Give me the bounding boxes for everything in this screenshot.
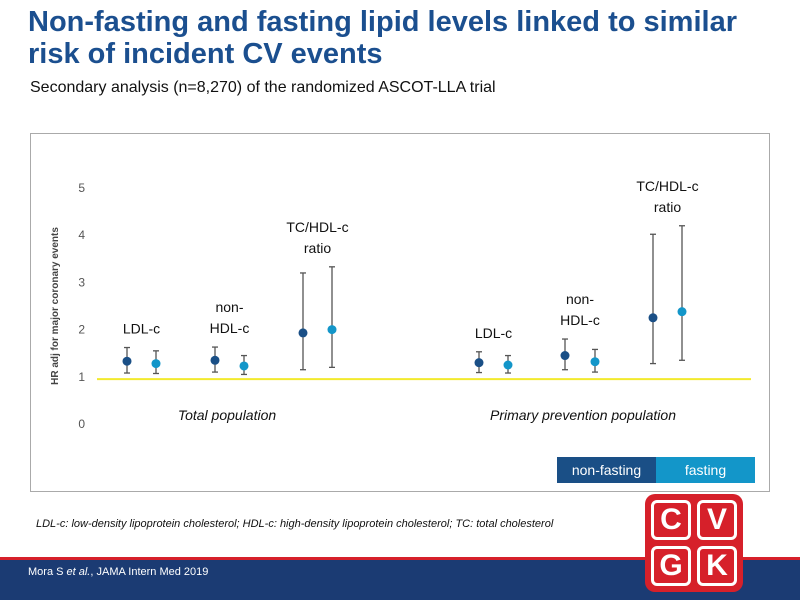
logo-letter-k: K (697, 546, 737, 586)
footnote-term-hdl: HDL-c (242, 518, 274, 530)
footer-red-stripe (0, 557, 800, 561)
biomarker-label-1-2-1: ratio (654, 199, 681, 215)
page-subtitle: Secondary analysis (n=8,270) of the rand… (30, 79, 496, 96)
biomarker-label-0-0-0: LDL-c (123, 321, 160, 337)
y-tick-label-3: 3 (78, 275, 85, 289)
biomarker-label-0-2-0: TC/HDL-c (286, 219, 348, 235)
point-1-1-fasting (590, 357, 600, 367)
legend-item-non-fasting: non-fasting (557, 457, 656, 483)
point-1-2-fasting (677, 307, 687, 317)
citation-etal: et al. (66, 566, 91, 578)
footnote-term-tc: TC (455, 518, 471, 530)
point-0-0-fasting (151, 359, 161, 369)
point-0-1-fasting (239, 361, 249, 371)
forest-plot-chart: 0 1 2 3 4 5 HR adj for major coronary events To… (50, 178, 751, 431)
group-label-0: Total population (178, 407, 277, 423)
chart-panel: 0 1 2 3 4 5 HR adj for major coronary events To… (30, 133, 770, 492)
cvgk-logo: C V G K (645, 494, 743, 592)
y-tick-label-5: 5 (78, 181, 85, 195)
y-tick-label-0: 0 (78, 417, 85, 431)
point-0-2-fasting (327, 325, 337, 335)
abbreviations-footnote: LDL-c: low-density lipoprotein cholester… (36, 518, 553, 530)
y-axis-label: HR adj for major coronary events (50, 227, 61, 385)
logo-letter-c: C (651, 500, 691, 540)
logo-letter-g: G (651, 546, 691, 586)
point-1-1-non_fasting (560, 351, 570, 361)
biomarker-label-1-1-0: non- (566, 291, 594, 307)
legend-item-fasting: fasting (656, 457, 755, 483)
group-label-1: Primary prevention population (490, 407, 676, 423)
y-tick-label-4: 4 (78, 228, 85, 242)
legend: non-fasting fasting (557, 457, 755, 483)
biomarker-label-0-2-1: ratio (304, 240, 331, 256)
y-tick-label-1: 1 (78, 370, 85, 384)
biomarker-label-0-1-1: HDL-c (210, 320, 250, 336)
logo-letter-v: V (697, 500, 737, 540)
biomarker-label-1-1-1: HDL-c (560, 312, 600, 328)
citation-journal: , JAMA Intern Med 2019 (90, 566, 209, 578)
point-1-2-non_fasting (648, 313, 658, 323)
footnote-def-ldl: : low-density lipoprotein cholesterol; (65, 518, 243, 530)
biomarker-label-1-0-0: LDL-c (475, 325, 512, 341)
page-title: Non-fasting and fasting lipid levels lin… (28, 6, 737, 70)
biomarker-label-0-1-0: non- (215, 299, 243, 315)
point-1-0-fasting (503, 360, 513, 370)
point-0-2-non_fasting (298, 328, 308, 338)
citation: Mora S et al., JAMA Intern Med 2019 (28, 566, 208, 578)
footnote-term-ldl: LDL-c (36, 518, 66, 530)
footnote-def-tc: : total cholesterol (470, 518, 554, 530)
point-0-1-non_fasting (210, 355, 220, 365)
point-0-0-non_fasting (122, 356, 132, 366)
biomarker-label-1-2-0: TC/HDL-c (636, 178, 698, 194)
point-1-0-non_fasting (474, 358, 484, 368)
y-tick-label-2: 2 (78, 323, 85, 337)
footnote-def-hdl: : high-density lipoprotein cholesterol; (273, 518, 456, 530)
citation-authors: Mora S (28, 566, 67, 578)
